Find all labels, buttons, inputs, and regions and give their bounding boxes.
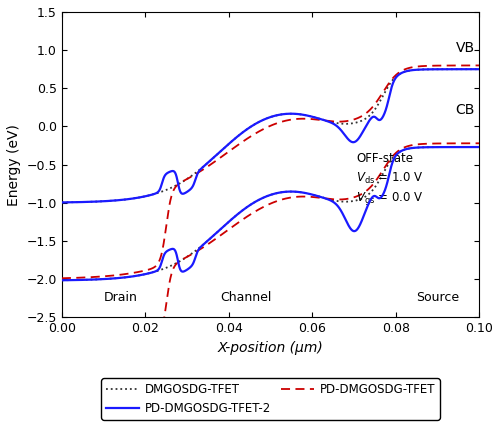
Text: CB: CB <box>456 103 475 117</box>
Text: VB: VB <box>456 41 475 55</box>
Text: Channel: Channel <box>220 291 271 304</box>
Legend: DMGOSDG-TFET, PD-DMGOSDG-TFET-2, PD-DMGOSDG-TFET: DMGOSDG-TFET, PD-DMGOSDG-TFET-2, PD-DMGO… <box>101 379 440 420</box>
Text: $V_\mathrm{gs}$ = 0.0 V: $V_\mathrm{gs}$ = 0.0 V <box>356 190 424 207</box>
Y-axis label: Energy (eV): Energy (eV) <box>7 124 21 206</box>
Text: $V_\mathrm{ds}$ = 1.0 V: $V_\mathrm{ds}$ = 1.0 V <box>356 171 424 186</box>
Text: OFF-state: OFF-state <box>356 152 413 165</box>
Text: Source: Source <box>416 291 459 304</box>
X-axis label: X-position (μm): X-position (μm) <box>218 341 324 354</box>
Text: Drain: Drain <box>104 291 138 304</box>
